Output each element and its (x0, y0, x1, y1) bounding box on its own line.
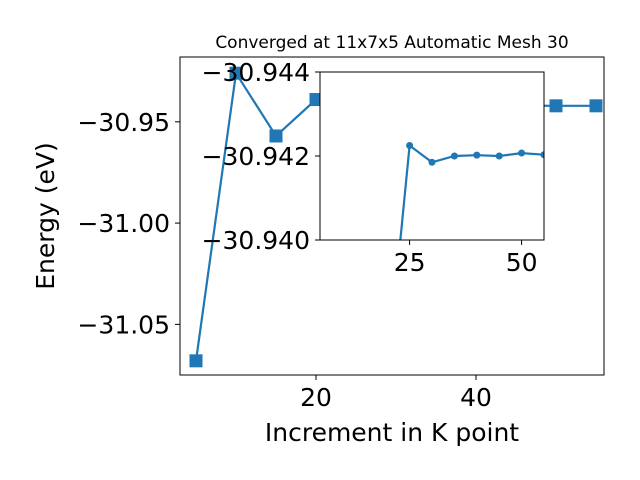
main-data-point (189, 354, 203, 368)
main-y-tick-label: −31.00 (77, 209, 170, 238)
inset-data-point (406, 142, 414, 149)
main-y-tick-label: −31.05 (77, 310, 170, 339)
inset-series-line (399, 143, 544, 240)
inset-y-ticks: −30.944 −30.942 −30.940 (202, 58, 320, 255)
main-x-tick-label: 20 (300, 383, 332, 412)
main-data-point (269, 129, 283, 143)
inset-data-point (518, 149, 526, 157)
main-y-tick-label: −30.95 (77, 108, 170, 137)
main-chart-title: Converged at 11x7x5 Automatic Mesh 30 (215, 33, 568, 53)
inset-series-markers (384, 142, 544, 378)
inset-x-tick-label: 25 (394, 248, 426, 277)
inset-data-point (428, 158, 436, 166)
main-plot-frame (179, 56, 605, 376)
inset-y-tick-label: −30.940 (202, 226, 310, 255)
inset-y-tick-label: −30.944 (202, 58, 310, 87)
main-y-ticks: −31.05 −31.00 −30.95 (77, 108, 180, 339)
main-data-point (589, 99, 603, 113)
inset-data-point (540, 151, 544, 159)
x-axis-label: Increment in K point (265, 418, 519, 447)
main-x-ticks: 20 40 (300, 375, 492, 412)
inset-data-point (384, 371, 391, 378)
main-data-point (309, 93, 323, 107)
inset-x-tick-label: 50 (506, 248, 538, 277)
y-axis-label: Energy (eV) (31, 142, 60, 289)
inset-y-tick-label: −30.942 (202, 142, 310, 171)
inset-plot-area: 25 50 −30.944 −30.942 −30.940 (202, 58, 545, 378)
main-data-point (549, 99, 563, 113)
inset-data-point (473, 151, 481, 159)
inset-data-point (495, 152, 503, 160)
inset-data-point (450, 152, 458, 160)
inset-x-ticks: 25 50 (394, 240, 538, 277)
main-data-point (229, 66, 243, 80)
main-x-tick-label: 40 (460, 383, 492, 412)
inset-plot-background (320, 72, 544, 240)
